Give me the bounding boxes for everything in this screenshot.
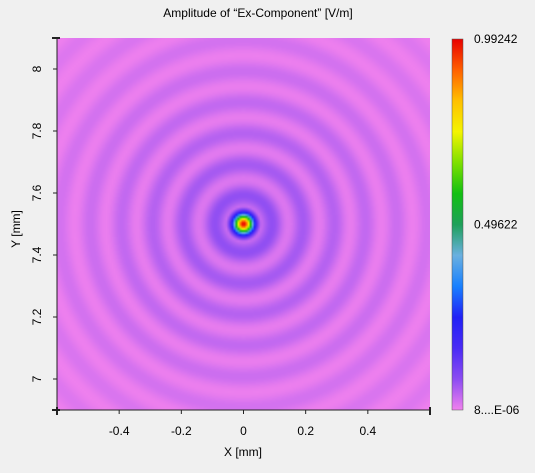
heatmap-image xyxy=(57,38,430,410)
y-tick-label: 7.8 xyxy=(30,122,44,139)
colorbar-label: 8....E-06 xyxy=(474,403,520,417)
plot-area[interactable] xyxy=(57,38,430,410)
x-tick-label: 0.2 xyxy=(297,424,314,438)
y-tick-label: 7.2 xyxy=(30,308,44,325)
x-axis-ticks: -0.4 -0.2 0 0.2 0.4 xyxy=(109,410,376,438)
colorbar-labels: 0.99242 0.49622 8....E-06 xyxy=(474,32,520,417)
colorbar-label: 0.99242 xyxy=(474,32,518,46)
y-tick-label: 7.6 xyxy=(30,184,44,201)
colorbar: 0.99242 0.49622 8....E-06 xyxy=(451,32,520,417)
x-tick-label: -0.2 xyxy=(171,424,192,438)
chart-title: Amplitude of “Ex-Component” [V/m] xyxy=(163,6,352,20)
colorbar-gradient xyxy=(451,38,464,411)
y-tick-label: 8 xyxy=(30,65,44,72)
x-tick-label: -0.4 xyxy=(109,424,130,438)
x-tick-label: 0.4 xyxy=(359,424,376,438)
x-tick-label: 0 xyxy=(240,424,247,438)
y-tick-label: 7.4 xyxy=(30,246,44,263)
y-axis-ticks: 7 7.2 7.4 7.6 7.8 8 xyxy=(30,65,57,382)
colorbar-label: 0.49622 xyxy=(474,217,518,231)
y-axis-label: Y [mm] xyxy=(9,210,23,248)
x-axis-label: X [mm] xyxy=(224,445,262,459)
y-tick-label: 7 xyxy=(30,375,44,382)
